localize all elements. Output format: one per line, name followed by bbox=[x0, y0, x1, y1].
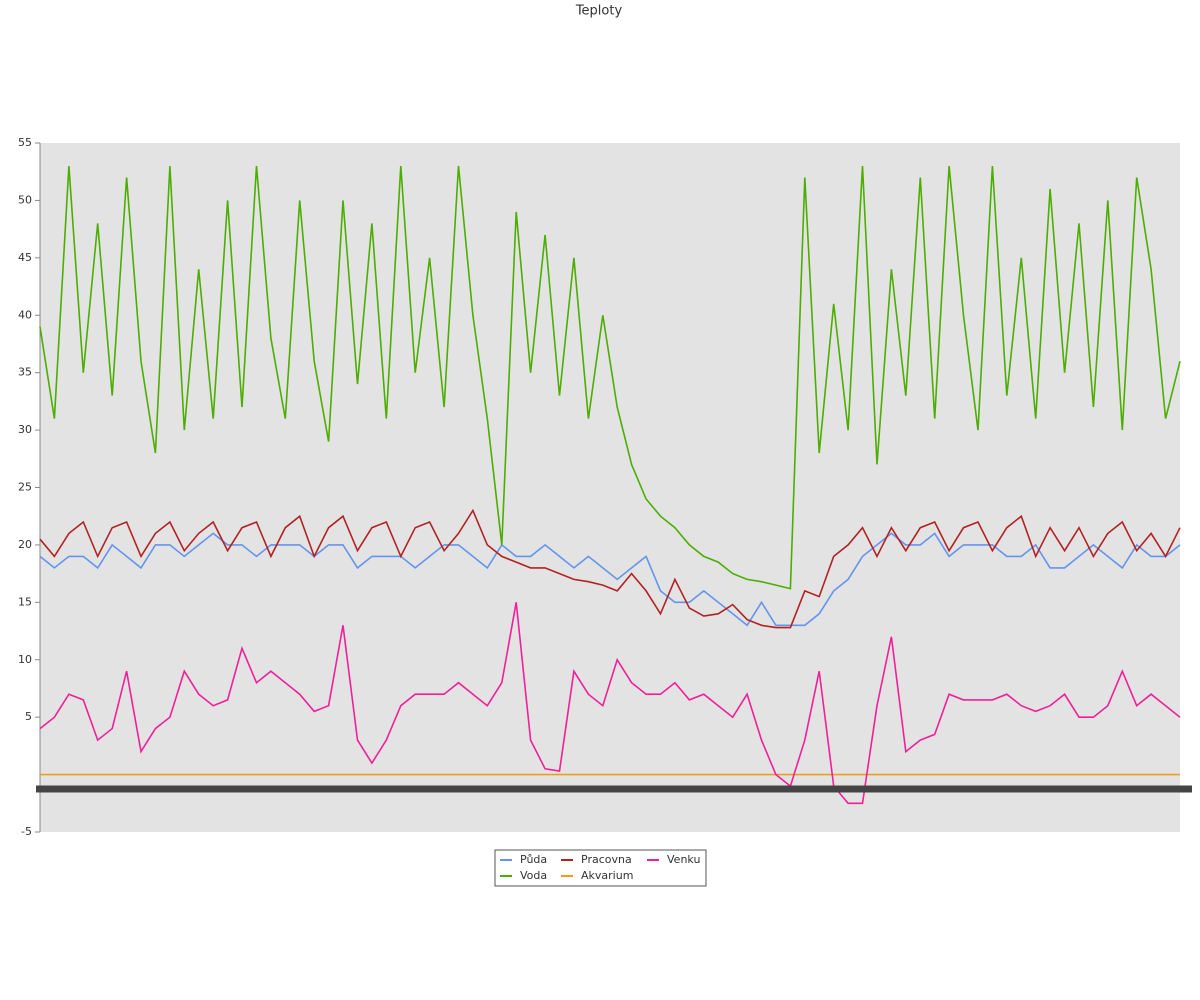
legend bbox=[494, 849, 707, 887]
legend-label: Pracovna bbox=[581, 853, 632, 866]
legend-label: Půda bbox=[520, 853, 547, 866]
y-tick-label: 5 bbox=[25, 710, 32, 723]
y-tick-label: -5 bbox=[21, 825, 32, 838]
y-tick-label: 30 bbox=[18, 423, 32, 436]
y-tick-label: 40 bbox=[18, 308, 32, 321]
series-line bbox=[39, 165, 1181, 590]
y-tick-label: 45 bbox=[18, 251, 32, 264]
chart-title: Teploty bbox=[575, 4, 623, 19]
plot-area bbox=[40, 143, 1180, 832]
legend-label: Akvarium bbox=[581, 869, 633, 882]
y-tick-label: 50 bbox=[18, 193, 32, 206]
y-tick-label: 15 bbox=[18, 595, 32, 608]
series-line bbox=[39, 602, 1181, 805]
y-tick-label: 20 bbox=[18, 538, 32, 551]
legend-label: Venku bbox=[667, 853, 700, 866]
y-tick-label: 25 bbox=[18, 481, 32, 494]
series-line bbox=[39, 508, 1181, 629]
y-tick-label: 10 bbox=[18, 653, 32, 666]
y-tick-label: 55 bbox=[18, 136, 32, 149]
y-tick-label: 35 bbox=[18, 366, 32, 379]
legend-label: Voda bbox=[520, 869, 547, 882]
